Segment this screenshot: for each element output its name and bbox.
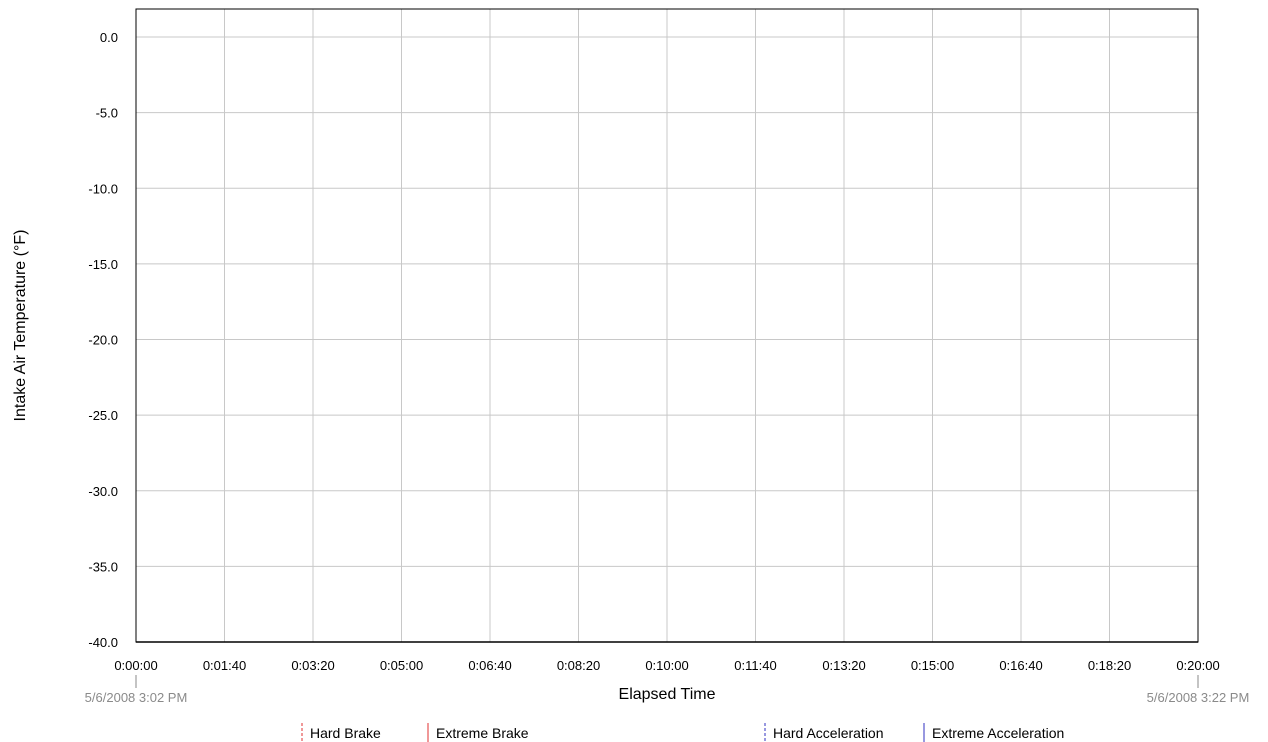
y-tick-label: -10.0 (88, 181, 118, 196)
y-tick-label: -40.0 (88, 635, 118, 650)
x-tick-label: 0:13:20 (822, 658, 865, 673)
x-tick-label: 0:20:00 (1176, 658, 1219, 673)
y-tick-label: -25.0 (88, 408, 118, 423)
start-timestamp: 5/6/2008 3:02 PM (85, 690, 188, 705)
x-tick-label: 0:15:00 (911, 658, 954, 673)
x-tick-label: 0:00:00 (114, 658, 157, 673)
x-axis: 0:00:00 0:01:40 0:03:20 0:05:00 0:06:40 0:08:… (114, 658, 1219, 673)
y-axis: 0.0 -5.0 -10.0 -15.0 -20.0 -25.0 -30.0 -35.0 -40… (88, 30, 118, 650)
x-tick-label: 0:01:40 (203, 658, 246, 673)
y-axis-title: Intake Air Temperature (°F) (12, 230, 29, 422)
x-tick-label: 0:06:40 (468, 658, 511, 673)
y-tick-label: -30.0 (88, 484, 118, 499)
y-tick-label: -5.0 (96, 106, 118, 121)
legend-label: Hard Acceleration (773, 725, 884, 741)
x-tick-label: 0:11:40 (734, 658, 776, 673)
x-tick-label: 0:05:00 (380, 658, 423, 673)
legend-label: Extreme Brake (436, 725, 529, 741)
legend-label: Extreme Acceleration (932, 725, 1064, 741)
legend: Hard Brake Extreme Brake Hard Acceleration… (301, 723, 1064, 742)
x-tick-label: 0:16:40 (999, 658, 1042, 673)
end-timestamp: 5/6/2008 3:22 PM (1147, 690, 1250, 705)
x-tick-label: 0:03:20 (291, 658, 334, 673)
x-tick-label: 0:18:20 (1088, 658, 1131, 673)
y-tick-label: -20.0 (88, 333, 118, 348)
y-tick-label: -35.0 (88, 559, 118, 574)
x-tick-label: 0:08:20 (557, 658, 600, 673)
legend-label: Hard Brake (310, 725, 381, 741)
y-tick-label: -15.0 (88, 257, 118, 272)
x-axis-title: Elapsed Time (619, 686, 716, 703)
grid-lines (136, 9, 1198, 643)
y-tick-label: 0.0 (100, 30, 118, 45)
x-tick-label: 0:10:00 (645, 658, 688, 673)
